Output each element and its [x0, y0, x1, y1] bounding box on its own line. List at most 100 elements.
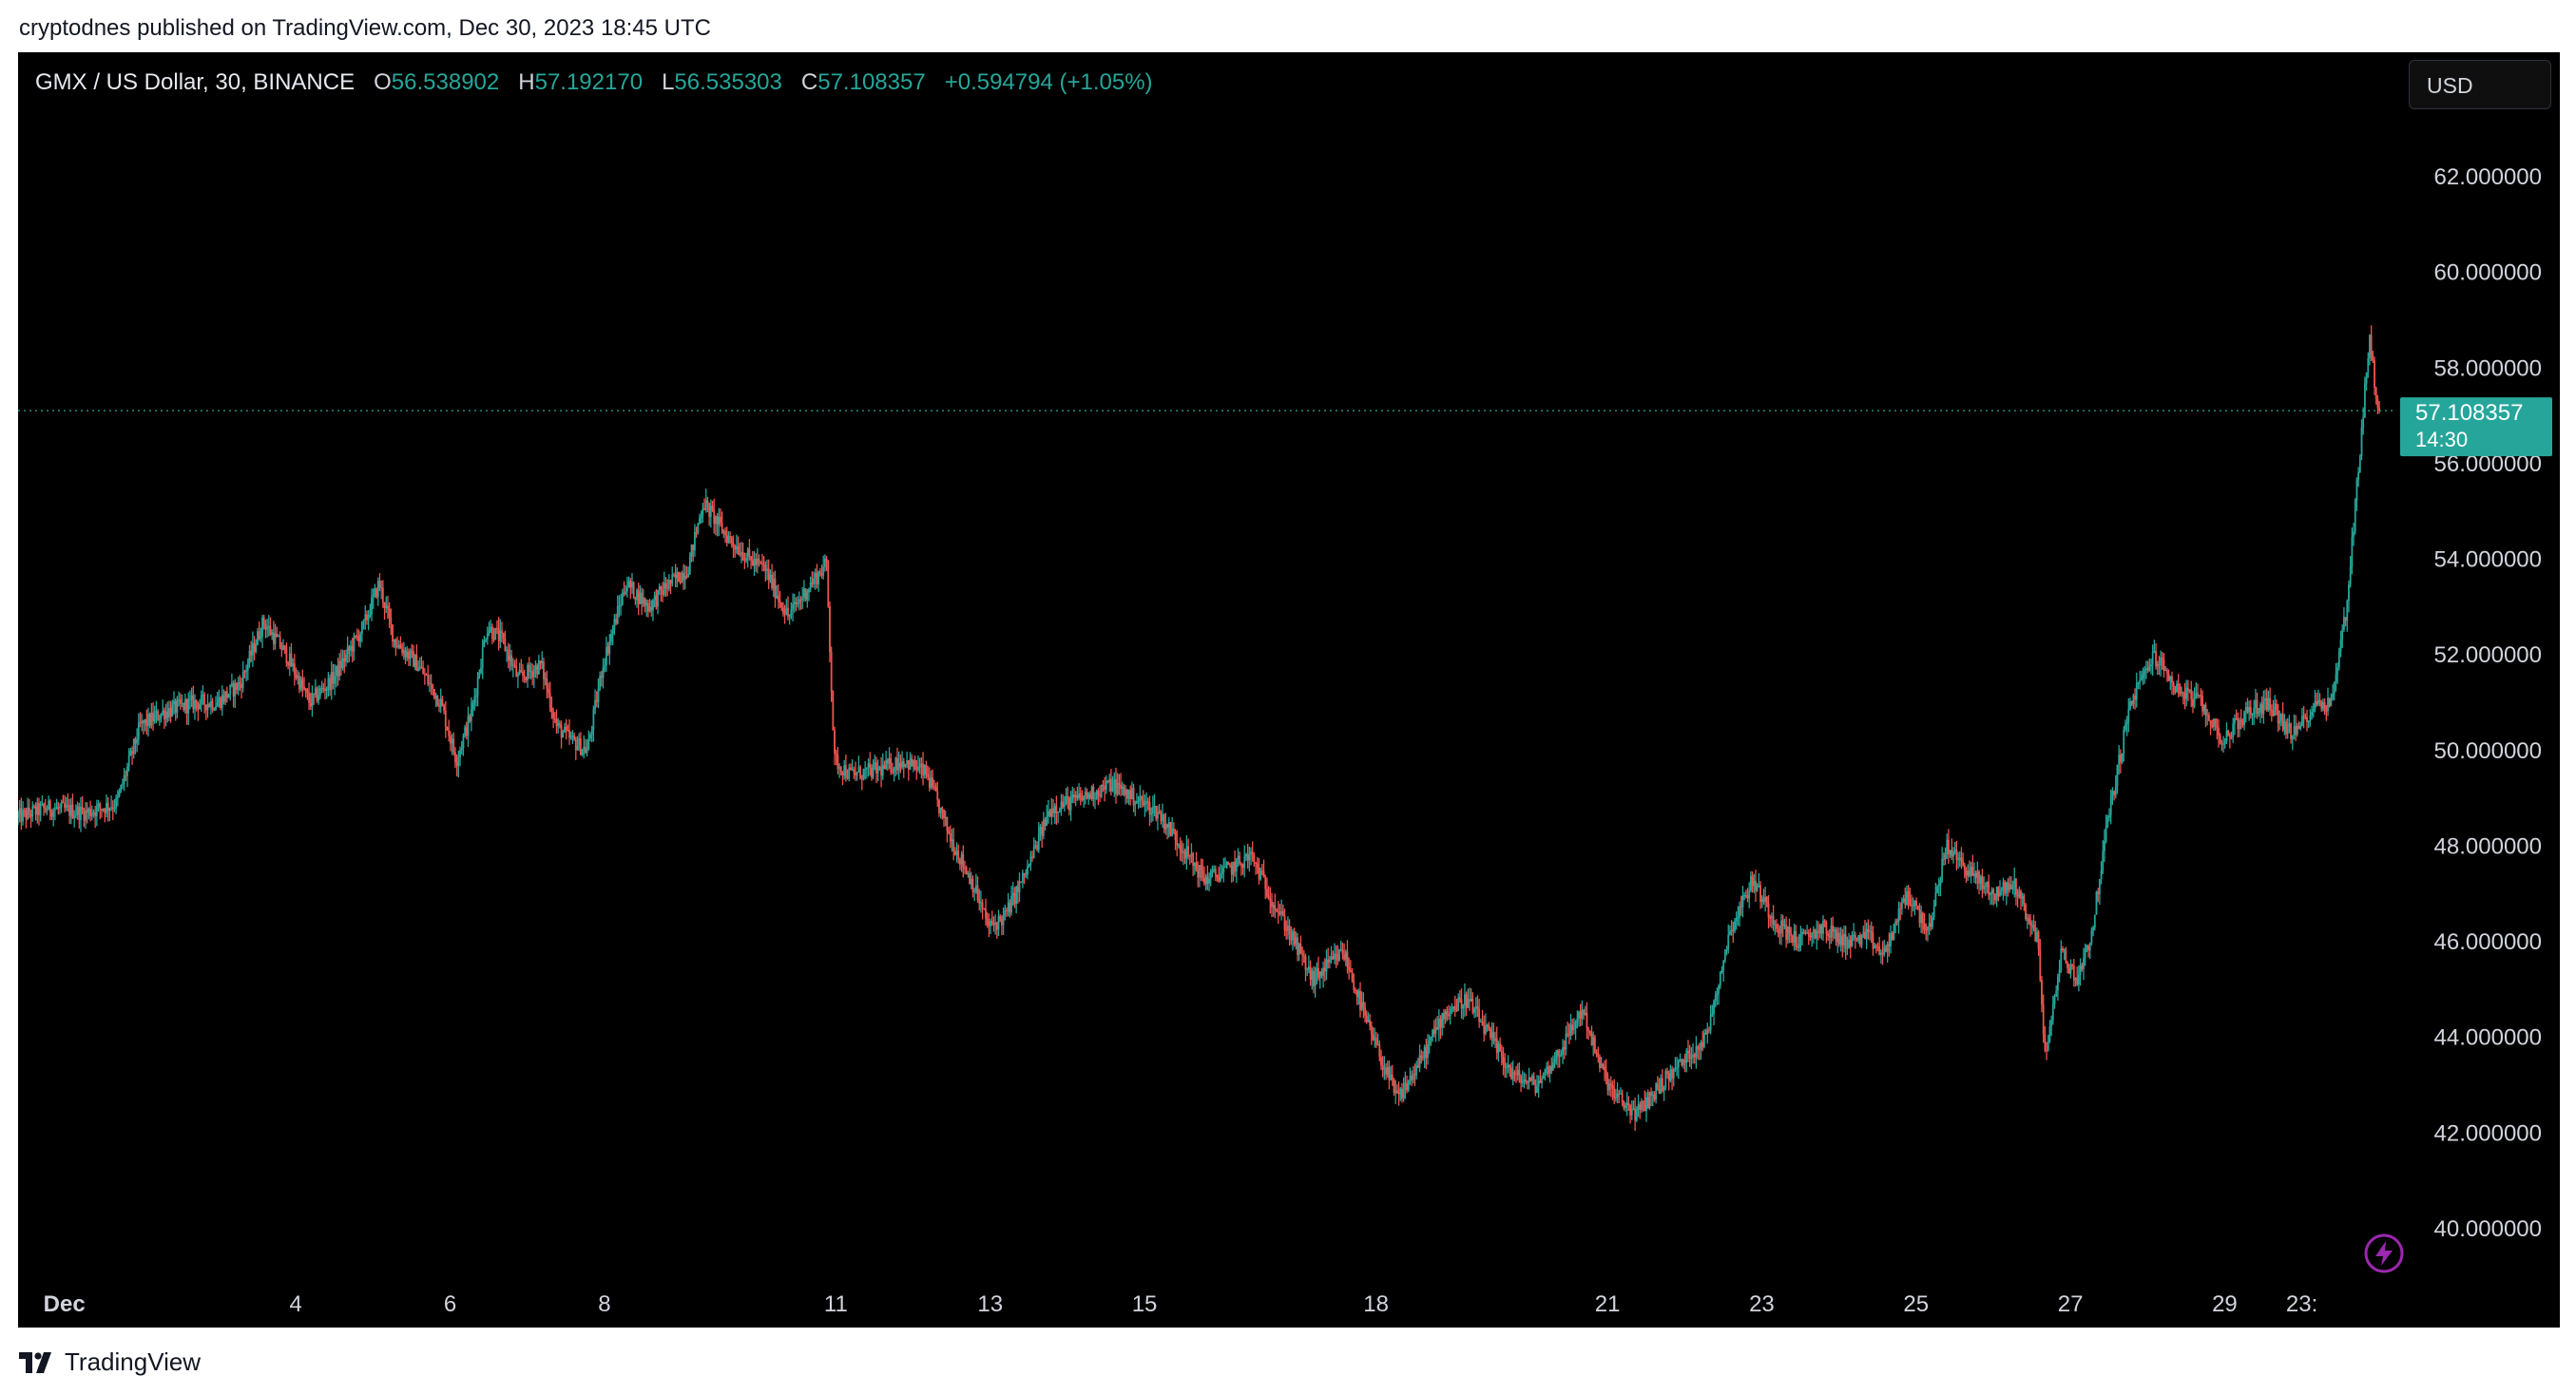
candle-body: [875, 762, 877, 774]
candle-body: [1393, 1080, 1395, 1094]
candle-body: [872, 764, 875, 778]
candle-body: [499, 630, 502, 641]
footer-brand[interactable]: TradingView: [19, 1347, 201, 1377]
candle-body: [224, 691, 227, 702]
candle-body: [234, 682, 237, 697]
candle-body: [221, 695, 223, 708]
footer-brand-name: TradingView: [65, 1347, 202, 1376]
legend-symbol: GMX / US Dollar, 30, BINANCE: [35, 69, 356, 95]
candle-body: [1618, 1093, 1621, 1095]
candle-body: [464, 727, 467, 736]
candle-body: [1511, 1072, 1514, 1080]
candle-body: [339, 660, 342, 669]
candle-body: [1455, 1010, 1458, 1012]
candle-body: [134, 738, 137, 744]
candle-body: [650, 606, 653, 611]
candle-body: [548, 689, 549, 693]
x-tick-label: 27: [2058, 1291, 2084, 1317]
candle-body: [64, 803, 66, 808]
candle-body: [2202, 704, 2205, 712]
candle-body: [739, 554, 741, 556]
candle-body: [350, 645, 352, 651]
candle-body: [380, 587, 383, 589]
candle-body: [1488, 1024, 1490, 1029]
candle-body: [269, 625, 272, 635]
candle-body: [2370, 334, 2373, 356]
candle-body: [1872, 932, 1874, 949]
candle-body: [1864, 931, 1866, 939]
candle-body: [1955, 850, 1958, 860]
candle-body: [732, 543, 735, 546]
candle-body: [137, 722, 140, 740]
candle-body: [830, 652, 833, 692]
candle-body: [1378, 1044, 1381, 1058]
candle-body: [2077, 974, 2080, 985]
candle-body: [1190, 852, 1193, 857]
candle-body: [2023, 896, 2026, 905]
candle-body: [1069, 797, 1072, 811]
candle-body: [1181, 850, 1183, 853]
candle-body: [2067, 968, 2070, 974]
candle-body: [1188, 855, 1191, 857]
candle-body: [1776, 924, 1778, 929]
candle-body: [467, 716, 470, 736]
candle-body: [44, 807, 47, 811]
candle-body: [399, 644, 402, 649]
candle-body: [1984, 886, 1987, 888]
x-tick-label: 18: [1363, 1291, 1389, 1317]
candle-body: [297, 676, 299, 678]
legend-close-label: C: [800, 69, 818, 95]
candle-body: [1132, 788, 1135, 806]
candle-body: [1095, 791, 1098, 799]
candle-body: [1518, 1070, 1521, 1077]
candle-body: [2265, 698, 2268, 710]
candle-body: [351, 645, 354, 652]
candle-body: [116, 795, 119, 798]
candle-body: [2100, 870, 2103, 880]
candle-body: [2062, 948, 2064, 951]
candle-body: [393, 639, 395, 642]
candle-body: [1729, 930, 1731, 935]
candle-body: [413, 651, 414, 667]
candle-body: [699, 517, 701, 524]
candle-body: [1490, 1032, 1493, 1039]
candle-body: [1367, 1020, 1370, 1022]
candle-body: [497, 628, 500, 641]
candle-body: [136, 739, 139, 744]
chart-panel[interactable]: 40.000000 42.000000 44.000000 46.000000 48.0…: [18, 52, 2560, 1328]
candle-body: [771, 574, 773, 588]
candle-body: [1094, 798, 1096, 800]
candle-body: [1295, 937, 1298, 946]
candle-body: [2222, 743, 2224, 745]
candle-body: [413, 655, 416, 667]
candle-body: [995, 923, 998, 930]
candle-body: [166, 711, 169, 717]
currency-button[interactable]: USD: [2409, 60, 2551, 109]
candle-body: [1536, 1086, 1538, 1094]
candle-body: [86, 810, 88, 813]
candle-body: [964, 867, 966, 869]
candle-body: [1679, 1059, 1682, 1061]
candle-body: [1853, 934, 1855, 936]
candle-body: [1073, 794, 1075, 798]
candle-body: [2182, 692, 2184, 694]
candle-body: [55, 807, 58, 810]
candle-body: [2081, 965, 2084, 969]
candle-body: [1427, 1043, 1429, 1059]
candle-body: [1218, 877, 1221, 882]
lightning-bolt-icon[interactable]: [2363, 1233, 2405, 1274]
candle-body: [1269, 898, 1272, 902]
candle-body: [1465, 994, 1468, 1008]
candle-body: [1041, 826, 1044, 836]
candle-body: [2291, 736, 2294, 739]
candle-body: [610, 633, 612, 642]
candle-body: [1148, 802, 1151, 815]
candle-body: [43, 803, 45, 808]
candle-body: [1007, 902, 1009, 911]
candle-body: [1068, 797, 1070, 811]
price-chart[interactable]: 40.00000042.00000044.00000046.00000048.0…: [18, 52, 2560, 1328]
candle-body: [1470, 998, 1472, 1002]
candle-body: [1271, 901, 1273, 908]
candle-body: [2074, 978, 2077, 981]
candle-body: [1258, 867, 1260, 880]
